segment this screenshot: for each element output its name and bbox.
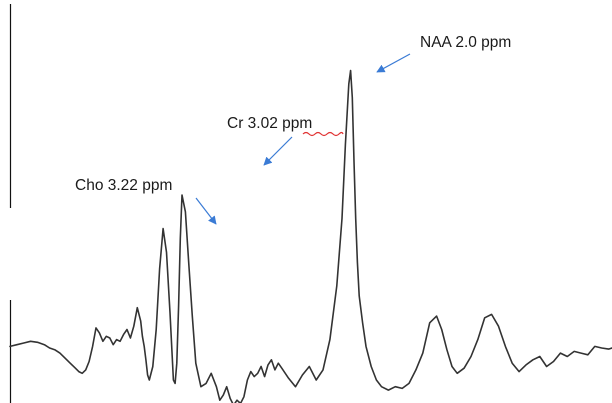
spectrum-trace-line — [9, 69, 612, 403]
label-naa: NAA 2.0 ppm — [420, 34, 511, 51]
spell-underline-cr — [302, 131, 344, 137]
label-cr: Cr 3.02 ppm — [227, 115, 312, 132]
arrow-cr — [263, 136, 293, 166]
arrow-cho — [195, 197, 217, 225]
annotation-cho: Cho 3.22 ppm — [75, 177, 217, 225]
arrow-naa — [376, 53, 411, 73]
annotation-cr: Cr 3.02 ppm — [227, 115, 344, 166]
annotation-naa: NAA 2.0 ppm — [376, 34, 511, 73]
label-cho: Cho 3.22 ppm — [75, 177, 172, 194]
